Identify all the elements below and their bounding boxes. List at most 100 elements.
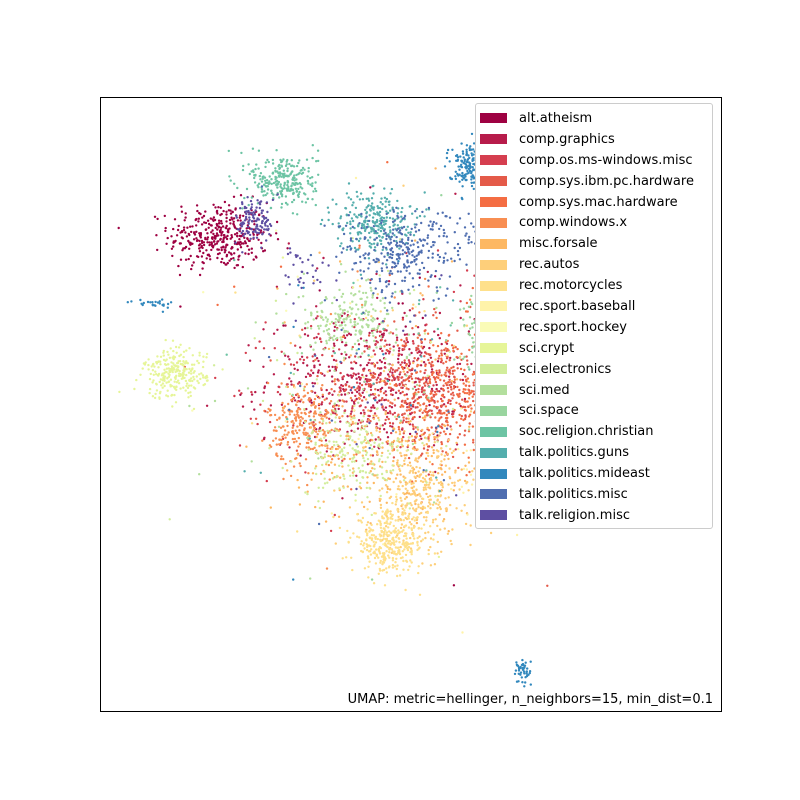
point <box>240 392 243 395</box>
point <box>369 431 373 435</box>
point <box>418 380 421 384</box>
point <box>316 149 320 152</box>
point <box>378 430 381 433</box>
point <box>422 497 425 501</box>
point <box>384 398 388 401</box>
point <box>396 449 399 452</box>
point <box>425 323 428 326</box>
point <box>416 536 419 540</box>
point <box>452 385 456 388</box>
point <box>241 207 244 210</box>
point <box>416 326 420 329</box>
point <box>267 407 270 411</box>
point <box>397 428 401 431</box>
point <box>415 393 418 396</box>
point <box>462 491 465 494</box>
point <box>303 408 306 411</box>
point <box>232 217 236 220</box>
point <box>425 483 428 487</box>
point <box>411 542 414 545</box>
point <box>388 343 391 346</box>
point <box>455 441 458 445</box>
point <box>379 522 382 525</box>
point <box>270 178 273 181</box>
point <box>328 417 331 420</box>
point <box>198 354 201 357</box>
point <box>368 331 371 335</box>
point <box>307 441 310 445</box>
point <box>403 497 407 501</box>
point <box>427 483 431 486</box>
point <box>427 505 430 508</box>
point <box>391 388 394 391</box>
point <box>190 230 193 234</box>
point <box>300 355 304 358</box>
point <box>402 370 405 373</box>
point <box>427 285 430 288</box>
point <box>444 360 448 363</box>
point <box>198 239 201 243</box>
point <box>225 227 228 230</box>
point <box>333 489 336 492</box>
point <box>167 380 171 383</box>
point <box>187 257 190 261</box>
point <box>388 421 392 425</box>
point <box>410 377 414 380</box>
point <box>312 359 315 363</box>
point <box>331 354 334 358</box>
point <box>288 358 291 361</box>
point <box>445 508 448 511</box>
point <box>334 383 337 386</box>
point <box>196 209 199 213</box>
point <box>357 308 360 311</box>
point <box>468 316 472 319</box>
point <box>463 434 466 437</box>
point <box>288 377 291 380</box>
point <box>271 162 275 165</box>
point <box>265 179 269 182</box>
point <box>384 377 387 380</box>
point <box>232 195 236 198</box>
point <box>406 377 410 380</box>
point <box>343 312 346 315</box>
point <box>278 416 281 419</box>
point <box>213 399 217 403</box>
point <box>389 393 393 396</box>
point <box>470 294 473 298</box>
point <box>415 435 418 438</box>
point <box>366 508 369 511</box>
point <box>324 316 328 319</box>
point <box>202 360 205 363</box>
point <box>329 455 332 458</box>
point <box>383 428 386 431</box>
point <box>385 431 389 434</box>
point <box>264 179 267 182</box>
point <box>395 333 398 337</box>
point <box>449 385 453 389</box>
point <box>243 196 246 200</box>
point <box>357 467 360 470</box>
point <box>358 382 362 385</box>
point <box>468 333 472 337</box>
point <box>211 218 214 221</box>
point <box>401 302 404 305</box>
point <box>269 404 273 407</box>
point <box>411 471 415 474</box>
point <box>329 447 332 450</box>
point <box>279 265 283 268</box>
point <box>336 400 340 403</box>
point <box>170 394 173 397</box>
point <box>177 346 181 349</box>
point <box>413 490 416 493</box>
point <box>290 185 293 188</box>
point <box>408 436 411 439</box>
point <box>413 239 417 242</box>
point <box>309 447 312 451</box>
point <box>425 492 428 496</box>
point <box>361 373 364 377</box>
point <box>395 557 398 560</box>
point <box>195 237 198 240</box>
point <box>216 240 219 243</box>
point <box>352 281 355 285</box>
point <box>412 482 415 485</box>
